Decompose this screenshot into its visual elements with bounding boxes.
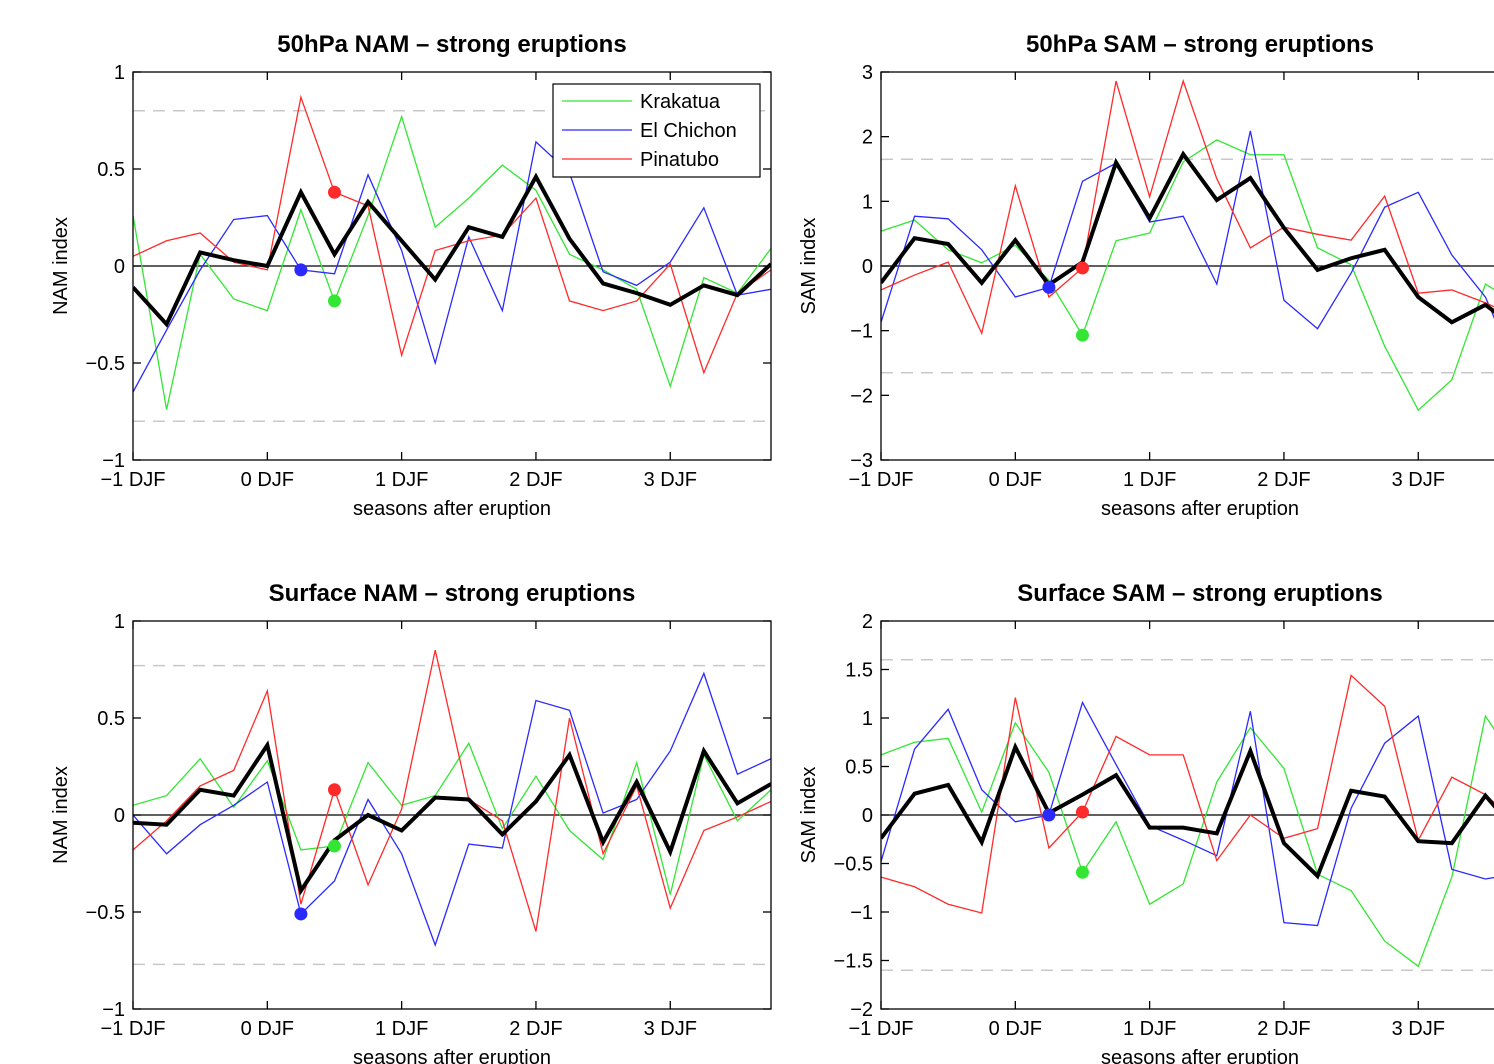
series-line [881, 742, 1494, 880]
x-tick-label: 3 DJF [1392, 1018, 1445, 1040]
series-line [881, 130, 1494, 330]
y-tick-label: 1 [862, 708, 873, 730]
x-tick-label: 2 DJF [509, 1018, 562, 1040]
x-tick-label: 2 DJF [509, 469, 562, 491]
series-line [881, 139, 1494, 412]
x-tick-label: 3 DJF [1392, 469, 1445, 491]
y-tick-label: 0.5 [845, 757, 873, 779]
y-tick-label: 1 [114, 62, 125, 84]
x-tick-label: 1 DJF [375, 1018, 428, 1040]
eruption-marker [327, 294, 341, 308]
x-tick-label: 2 DJF [1257, 469, 1310, 491]
y-tick-label: 0.5 [97, 708, 125, 730]
series-line [133, 671, 771, 947]
plot-content [133, 649, 771, 966]
y-tick-label: −1.5 [834, 951, 873, 973]
y-tick-label: −0.5 [86, 353, 125, 375]
eruption-marker [1042, 280, 1056, 294]
y-tick-label: −2 [850, 385, 873, 407]
y-tick-label: 0 [862, 256, 873, 278]
eruption-marker [294, 907, 308, 921]
chart-title: 50hPa NAM – strong eruptions [277, 31, 626, 58]
chart-title: Surface NAM – strong eruptions [269, 580, 636, 607]
x-tick-label: 0 DJF [989, 1018, 1042, 1040]
series-line [881, 714, 1494, 968]
series-line [881, 150, 1494, 325]
x-tick-label: 0 DJF [989, 469, 1042, 491]
x-axis-label: seasons after eruption [1101, 498, 1299, 520]
series-line [133, 740, 771, 896]
plot-content [133, 94, 771, 422]
y-axis-label: SAM index [798, 767, 820, 864]
x-axis-label: seasons after eruption [353, 1047, 551, 1064]
series-line [133, 172, 771, 328]
series-line [133, 649, 771, 932]
series-line [881, 78, 1494, 336]
y-tick-label: −0.5 [86, 902, 125, 924]
x-tick-label: −1 DJF [100, 1018, 165, 1040]
x-tick-label: −1 DJF [848, 469, 913, 491]
series-line [881, 674, 1494, 914]
eruption-marker [1075, 865, 1089, 879]
y-tick-label: −3 [850, 450, 873, 472]
y-tick-label: −1 [102, 450, 125, 472]
x-tick-label: −1 DJF [100, 469, 165, 491]
y-tick-label: 2 [862, 611, 873, 633]
panel: 50hPa NAM – strong eruptions seasons afte… [50, 31, 772, 520]
chart-title: Surface SAM – strong eruptions [1017, 580, 1382, 607]
plot-content [881, 78, 1494, 412]
x-axis-label: seasons after eruption [353, 498, 551, 520]
x-tick-label: 1 DJF [375, 469, 428, 491]
y-axis-label: NAM index [50, 217, 72, 315]
legend-label: El Chichon [640, 120, 737, 142]
legend-label: Pinatubo [640, 149, 719, 171]
y-tick-label: 3 [862, 62, 873, 84]
y-tick-label: −0.5 [834, 854, 873, 876]
eruption-marker [1075, 328, 1089, 342]
eruption-marker [327, 839, 341, 853]
x-tick-label: 3 DJF [644, 469, 697, 491]
x-tick-label: 1 DJF [1123, 1018, 1176, 1040]
y-tick-label: 0.5 [97, 159, 125, 181]
panel: Surface SAM – strong eruptions seasons af… [798, 580, 1494, 1064]
eruption-marker [1075, 805, 1089, 819]
y-tick-label: −1 [850, 902, 873, 924]
series-line [133, 94, 771, 375]
x-tick-label: 0 DJF [241, 1018, 294, 1040]
panel: Surface NAM – strong eruptions seasons af… [50, 580, 772, 1064]
eruption-marker [1075, 261, 1089, 275]
y-tick-label: −1 [850, 321, 873, 343]
y-tick-label: −2 [850, 999, 873, 1021]
legend-label: Krakatua [640, 91, 721, 113]
y-tick-label: 2 [862, 127, 873, 149]
chart-title: 50hPa SAM – strong eruptions [1026, 31, 1374, 58]
series-line [133, 140, 771, 393]
y-tick-label: 1 [862, 191, 873, 213]
plot-content [881, 659, 1494, 971]
y-axis-label: NAM index [50, 766, 72, 864]
x-tick-label: 2 DJF [1257, 1018, 1310, 1040]
x-axis-label: seasons after eruption [1101, 1047, 1299, 1064]
eruption-marker [1042, 808, 1056, 822]
series-line [133, 741, 771, 895]
y-tick-label: 0 [114, 256, 125, 278]
x-tick-label: 1 DJF [1123, 469, 1176, 491]
eruption-marker [327, 185, 341, 199]
y-axis-label: SAM index [798, 218, 820, 315]
x-tick-label: 0 DJF [241, 469, 294, 491]
y-tick-label: 1 [114, 611, 125, 633]
panel: 50hPa SAM – strong eruptions seasons afte… [798, 31, 1494, 520]
eruption-marker [294, 263, 308, 277]
eruption-marker [327, 783, 341, 797]
series-line [881, 700, 1494, 927]
legend: Krakatua El Chichon Pinatubo [552, 83, 761, 178]
y-tick-label: −1 [102, 999, 125, 1021]
x-tick-label: −1 DJF [848, 1018, 913, 1040]
y-tick-label: 0 [862, 805, 873, 827]
series-line [133, 114, 771, 410]
y-tick-label: 0 [114, 805, 125, 827]
y-tick-label: 1.5 [845, 660, 873, 682]
x-tick-label: 3 DJF [644, 1018, 697, 1040]
